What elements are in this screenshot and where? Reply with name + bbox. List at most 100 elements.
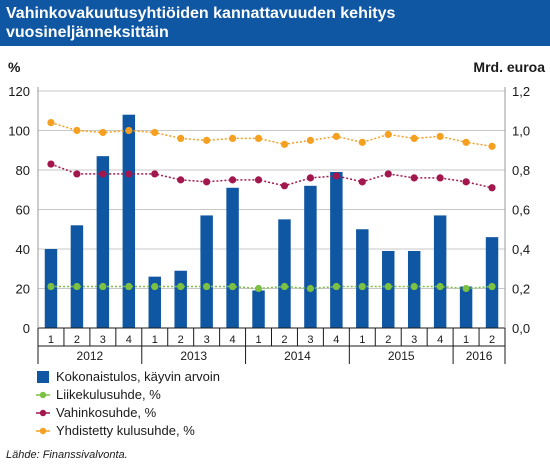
quarter-tick-label: 2 [489,334,495,346]
point-yhdistetty-kulusuhde [332,132,340,141]
year-tick-label: 2012 [77,349,104,363]
point-vahinkosuhde [151,170,159,178]
right-tick-label: 1,2 [512,84,530,99]
quarter-tick-label: 3 [204,334,210,346]
chart-title-line-2: vuosineljänneksittäin [6,24,169,41]
point-liikekulusuhde [358,282,366,291]
right-tick-label: 1,0 [512,124,530,139]
point-yhdistetty-kulusuhde [151,128,159,137]
year-tick-label: 2014 [284,349,311,363]
legend-label-yhdistetty: Yhdistetty kulusuhde, % [56,423,195,438]
right-tick-label: 0,0 [512,321,530,336]
point-yhdistetty-kulusuhde [228,134,237,142]
point-vahinkosuhde [384,170,392,178]
legend-orange-line-marker [36,424,50,438]
quarter-tick-label: 2 [178,334,184,346]
point-liikekulusuhde [384,282,392,291]
point-vahinkosuhde [177,176,185,184]
source-note: Lähde: Finanssivalvonta. [6,449,128,461]
point-liikekulusuhde [462,284,470,293]
legend-bar-swatch [36,370,50,384]
quarter-tick-label: 3 [307,334,313,346]
point-vahinkosuhde [436,174,444,182]
point-liikekulusuhde [436,282,444,291]
point-vahinkosuhde [203,178,211,186]
bar-kokonaistulos [356,229,369,328]
legend-label-vahinkosuhde: Vahinkosuhde, % [56,405,157,420]
point-yhdistetty-kulusuhde [462,138,470,146]
point-liikekulusuhde [254,284,263,293]
quarter-tick-label: 2 [74,334,80,346]
point-liikekulusuhde [203,282,211,291]
point-liikekulusuhde [228,282,237,291]
point-yhdistetty-kulusuhde [99,128,107,137]
left-tick-label: 60 [16,203,30,218]
point-liikekulusuhde [306,284,315,293]
point-liikekulusuhde [151,282,159,291]
left-tick-label: 100 [8,124,30,139]
point-liikekulusuhde [177,282,185,291]
quarter-tick-label: 3 [411,334,417,346]
line-yhdistetty-kulusuhde [50,121,493,148]
year-tick-label: 2013 [180,349,207,363]
point-yhdistetty-kulusuhde [436,132,444,141]
bar-kokonaistulos [96,156,110,328]
bar-kokonaistulos [122,114,136,328]
point-liikekulusuhde [488,282,496,291]
point-liikekulusuhde [99,282,107,291]
point-yhdistetty-kulusuhde [47,119,55,127]
quarter-tick-label: 4 [126,334,132,346]
point-yhdistetty-kulusuhde [73,126,81,135]
point-vahinkosuhde [462,178,470,186]
bar-kokonaistulos [200,215,213,328]
left-tick-label: 0 [23,321,30,336]
point-yhdistetty-kulusuhde [203,136,211,144]
left-axis-unit: % [8,59,21,75]
left-tick-label: 80 [16,163,30,178]
point-liikekulusuhde [332,282,340,291]
point-liikekulusuhde [410,282,418,291]
left-tick-label: 120 [8,84,30,99]
legend-crimson-line-marker [36,406,50,420]
right-tick-label: 0,2 [512,282,530,297]
quarter-tick-label: 1 [48,334,54,346]
point-vahinkosuhde [228,176,237,184]
point-yhdistetty-kulusuhde [125,126,133,135]
legend-label-kokonaistulos: Kokonaistulos, käyvin arvoin [56,369,221,384]
bar-kokonaistulos [459,286,473,328]
point-yhdistetty-kulusuhde [384,130,392,139]
bar-kokonaistulos [304,185,317,328]
point-liikekulusuhde [73,282,81,291]
legend-label-liikekulusuhde: Liikekulusuhde, % [56,387,161,402]
point-vahinkosuhde [410,174,418,182]
bar-kokonaistulos [330,171,343,328]
point-yhdistetty-kulusuhde [254,134,263,142]
bar-kokonaistulos [485,237,499,328]
legend-green-line-marker [36,388,50,402]
point-vahinkosuhde [306,174,315,182]
point-yhdistetty-kulusuhde [306,136,315,144]
bar-kokonaistulos [226,187,239,328]
chart-title-line-1: Vahinkovakuutusyhtiöiden kannattavuuden … [6,5,396,22]
point-yhdistetty-kulusuhde [410,134,418,142]
line-vahinkosuhde [50,163,493,189]
quarter-tick-label: 4 [333,334,339,346]
point-yhdistetty-kulusuhde [280,140,289,148]
right-tick-label: 0,6 [512,203,530,218]
point-vahinkosuhde [73,170,81,178]
line-liikekulusuhde [51,285,493,290]
point-liikekulusuhde [125,282,133,291]
bar-kokonaistulos [70,225,84,328]
point-liikekulusuhde [280,282,289,291]
point-yhdistetty-kulusuhde [488,142,496,150]
chart-plot: % Mrd. euroa 0 20 40 60 80 100 120 0,0 0,2 0,4 0,6 0,… [8,59,545,364]
quarter-tick-label: 1 [463,334,469,346]
year-tick-label: 2016 [466,349,493,363]
bar-kokonaistulos [252,290,265,328]
point-vahinkosuhde [125,170,133,178]
point-vahinkosuhde [254,176,263,184]
point-vahinkosuhde [488,184,496,192]
point-yhdistetty-kulusuhde [177,134,185,142]
point-vahinkosuhde [332,172,340,180]
